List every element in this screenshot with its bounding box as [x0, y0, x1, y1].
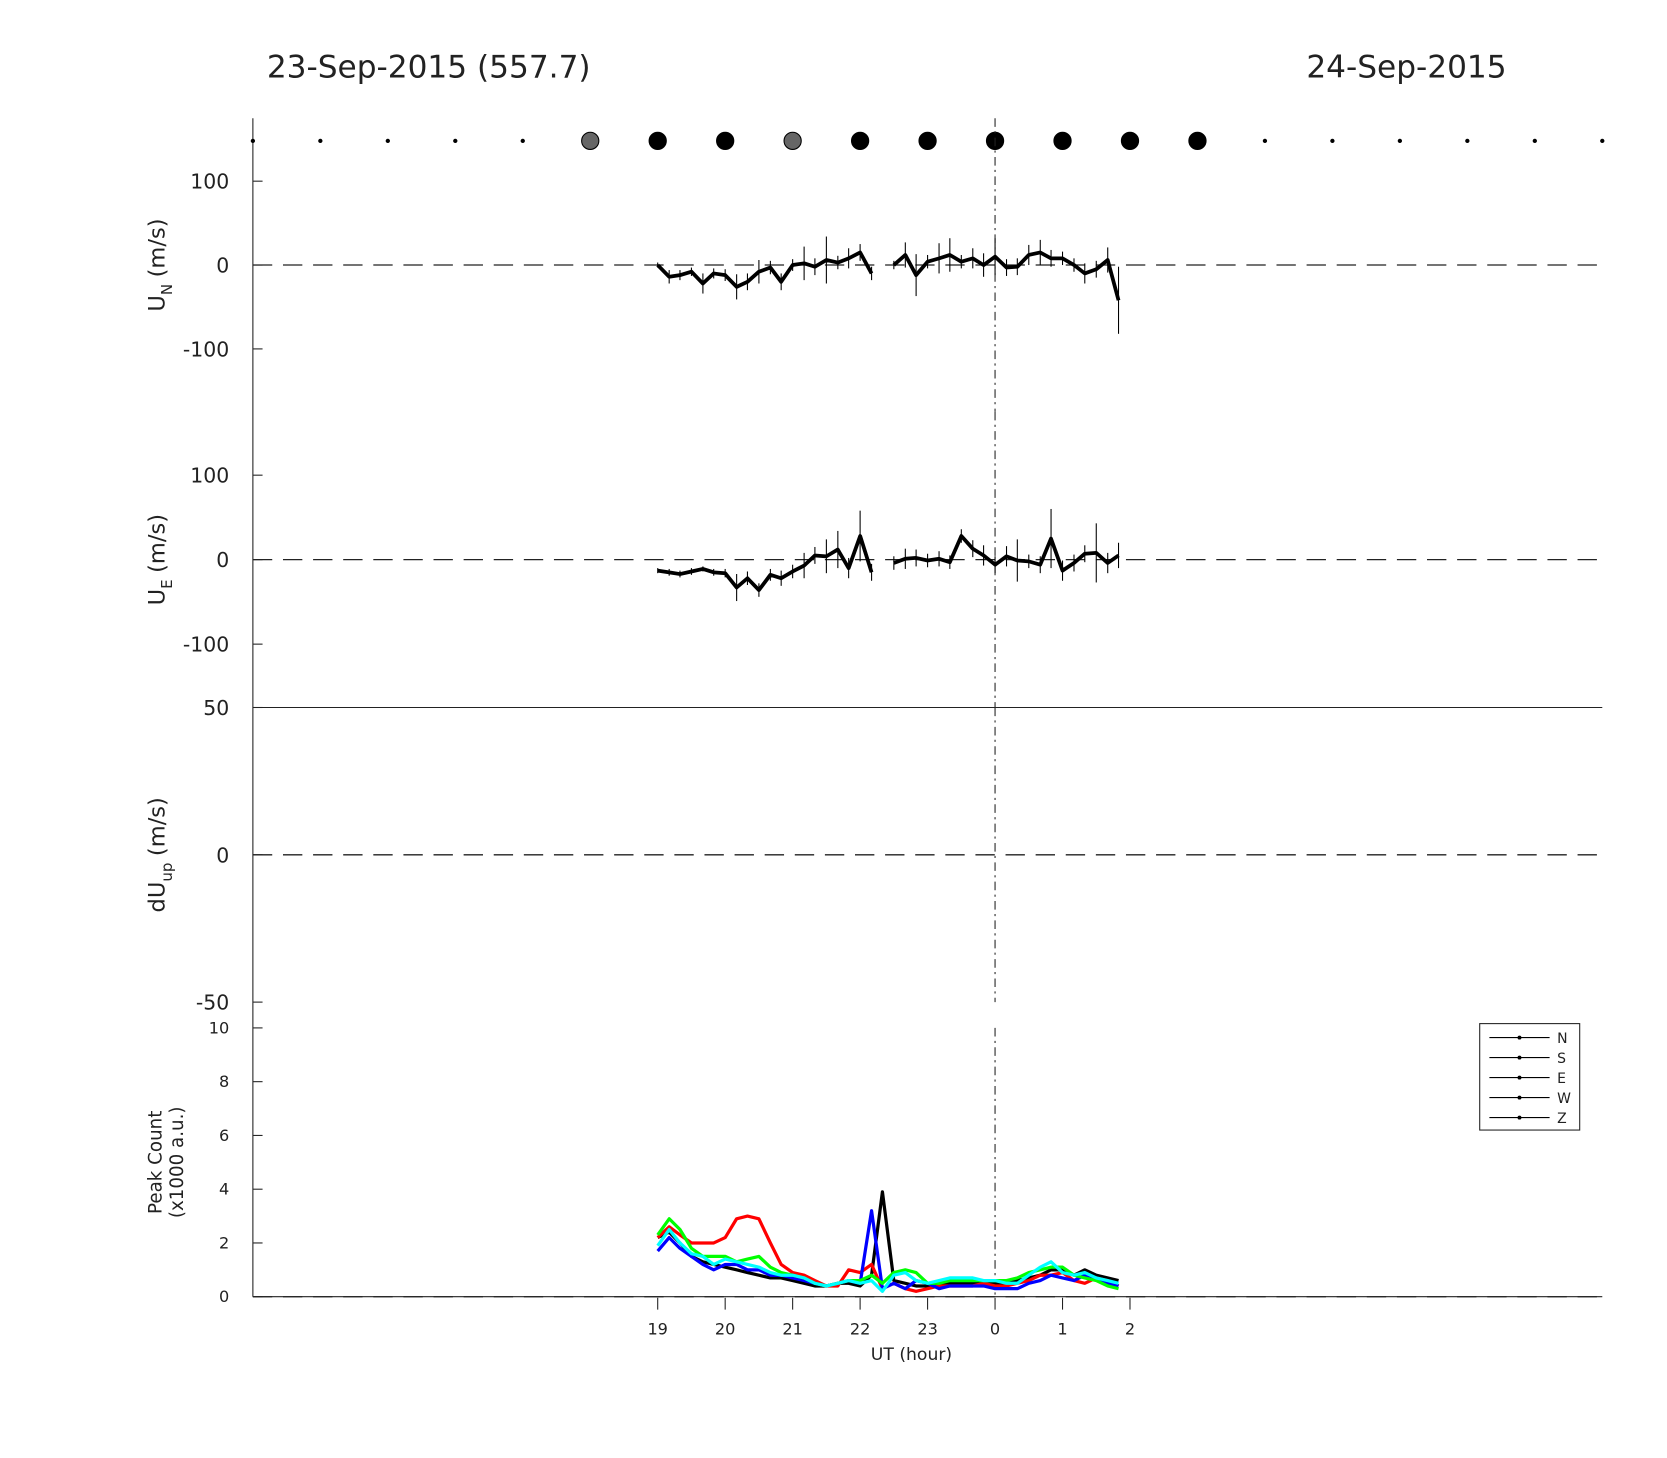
legend-dot — [1517, 1115, 1522, 1120]
x-tick-label: 20 — [715, 1319, 736, 1338]
legend-label: Z — [1557, 1111, 1567, 1127]
x-tick-label: 2 — [1125, 1319, 1135, 1338]
y-tick-label: 8 — [219, 1072, 229, 1091]
y-tick-label: 0 — [216, 254, 229, 278]
sky-marker — [716, 131, 735, 150]
y-tick-label: 4 — [219, 1180, 229, 1199]
x-tick-label: 19 — [647, 1319, 668, 1338]
y-tick-label: 100 — [190, 464, 229, 488]
sky-marker — [648, 131, 667, 150]
sky-marker — [1465, 138, 1470, 144]
sky-marker — [1397, 138, 1403, 144]
y-tick-label: 0 — [216, 843, 229, 867]
series-line — [657, 534, 1120, 592]
y-tick-label: 0 — [219, 1287, 229, 1306]
x-tick-label: 1 — [1057, 1319, 1067, 1338]
y-tick-label: 10 — [209, 1018, 230, 1037]
sky-marker — [918, 131, 937, 150]
y-label-unit: (m/s) — [145, 218, 171, 277]
y-tick-label: 6 — [219, 1126, 229, 1145]
sky-marker — [783, 131, 802, 150]
legend-label: W — [1557, 1091, 1571, 1107]
y-axis-label: UN (m/s) — [145, 218, 177, 311]
sky-marker — [1053, 131, 1072, 150]
y-label-unit: (m/s) — [145, 514, 171, 573]
sky-marker — [520, 138, 525, 144]
legend-dot — [1517, 1095, 1522, 1100]
series-line — [656, 1227, 1119, 1293]
y-tick-label: 50 — [203, 696, 229, 720]
sky-marker — [453, 138, 458, 144]
y-label-line: (x1000 a.u.) — [167, 1106, 188, 1218]
sky-marker — [1120, 131, 1140, 150]
y-label-unit: (m/s) — [145, 797, 171, 856]
legend-dot — [1517, 1055, 1522, 1060]
sky-marker — [1188, 131, 1207, 150]
y-tick-label: -50 — [196, 991, 229, 1015]
y-label-main: U — [145, 589, 171, 606]
y-label-sub: E — [158, 579, 176, 589]
right-title: 24-Sep-2015 — [1306, 49, 1506, 85]
y-label-line: Peak Count — [145, 1111, 166, 1214]
sky-marker — [1532, 138, 1537, 144]
sky-marker — [581, 131, 600, 150]
y-tick-label: 0 — [216, 548, 229, 572]
y-label-sub: N — [158, 284, 176, 295]
sky-marker — [250, 138, 256, 144]
y-label-main: dU — [145, 882, 171, 913]
legend-label: S — [1557, 1051, 1566, 1067]
y-axis-label: UE (m/s) — [145, 514, 177, 605]
legend-label: N — [1557, 1031, 1567, 1047]
legend-dot — [1517, 1075, 1522, 1080]
x-tick-label: 0 — [990, 1319, 1000, 1338]
sky-marker — [1330, 138, 1335, 144]
y-label-sub: up — [158, 863, 176, 882]
sky-marker — [318, 138, 323, 144]
sky-marker — [850, 131, 870, 150]
x-tick-label: 23 — [917, 1319, 938, 1338]
x-tick-label: 21 — [782, 1319, 803, 1338]
legend-box — [1479, 1023, 1581, 1131]
y-label-main: U — [145, 295, 171, 312]
y-axis-label: dUup (m/s) — [145, 797, 177, 912]
legend-label: E — [1557, 1071, 1566, 1087]
left-title: 23-Sep-2015 (557.7) — [267, 49, 591, 85]
x-tick-label: 22 — [850, 1319, 871, 1338]
y-tick-label: 2 — [219, 1233, 229, 1252]
sky-marker — [385, 138, 390, 144]
y-axis-label: Peak Count(x1000 a.u.) — [145, 1106, 188, 1218]
x-axis-label: UT (hour) — [871, 1345, 952, 1365]
y-tick-label: -100 — [183, 337, 229, 361]
y-tick-label: -100 — [183, 633, 229, 657]
legend-dot — [1517, 1035, 1522, 1040]
y-tick-label: 100 — [190, 170, 229, 194]
sky-marker — [1600, 138, 1605, 144]
sky-marker — [1262, 138, 1268, 144]
series-line — [656, 250, 1121, 301]
